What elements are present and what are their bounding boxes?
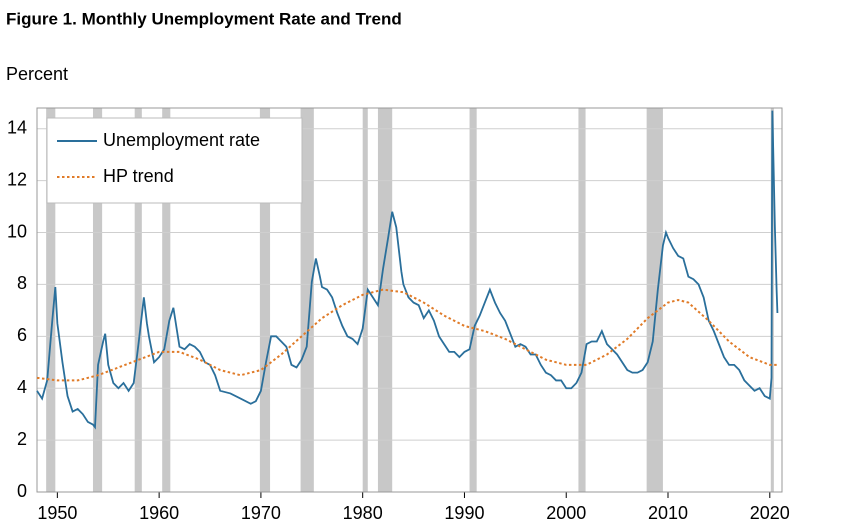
x-tick-label: 2000: [546, 503, 586, 523]
recession-band: [300, 108, 314, 492]
recession-band: [469, 108, 477, 492]
y-tick-label: 10: [7, 221, 27, 241]
y-tick-label: 14: [7, 118, 27, 138]
x-tick-label: 1980: [343, 503, 383, 523]
x-tick-label: 2020: [750, 503, 790, 523]
recession-band: [46, 108, 56, 492]
y-tick-label: 2: [17, 429, 27, 449]
recession-band: [377, 108, 393, 492]
y-tick-label: 8: [17, 273, 27, 293]
recession-band: [646, 108, 663, 492]
y-tick-label: 4: [17, 377, 27, 397]
x-tick-label: 1950: [37, 503, 77, 523]
y-tick-label: 0: [17, 481, 27, 501]
x-tick-label: 1990: [444, 503, 484, 523]
plot-frame: [36, 107, 783, 493]
series-line: [36, 110, 779, 430]
recession-band: [162, 108, 171, 492]
x-tick-label: 1960: [139, 503, 179, 523]
recession-band: [92, 108, 103, 492]
legend-box: [46, 117, 303, 204]
recession-band: [134, 108, 142, 492]
chart-title: Figure 1. Monthly Unemployment Rate and …: [6, 9, 402, 28]
recession-band: [259, 108, 271, 492]
x-tick-label: 1970: [241, 503, 281, 523]
y-tick-label: 6: [17, 325, 27, 345]
y-tick-label: 12: [7, 169, 27, 189]
y-axis-label: Percent: [6, 64, 68, 84]
recession-band: [362, 108, 368, 492]
recession-band: [578, 108, 586, 492]
legend-label: HP trend: [103, 166, 174, 186]
legend-label: Unemployment rate: [103, 130, 260, 150]
x-tick-label: 2010: [648, 503, 688, 523]
series-line: [36, 288, 778, 382]
